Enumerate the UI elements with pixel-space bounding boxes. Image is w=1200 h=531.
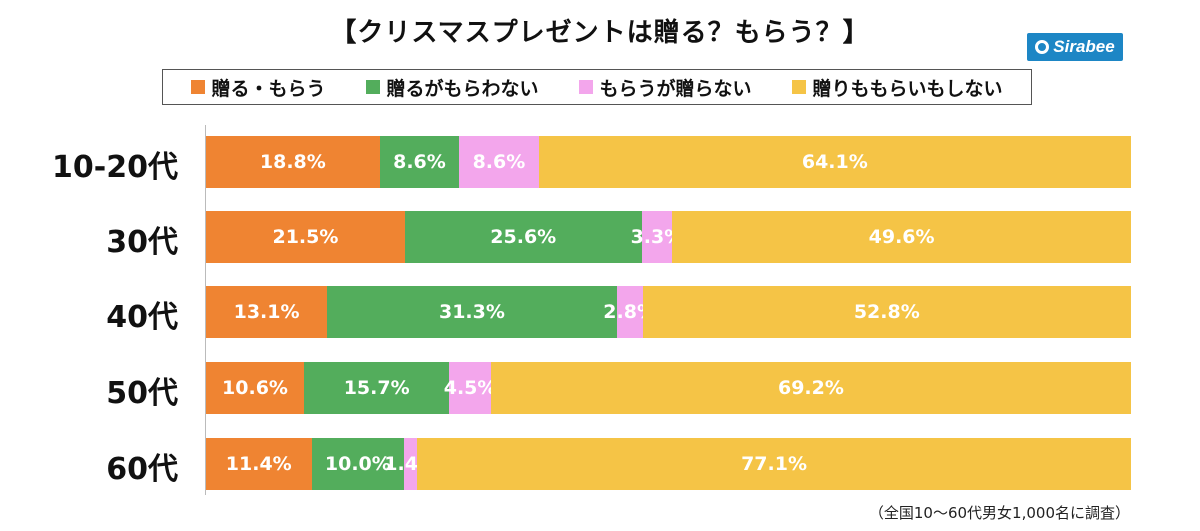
data-label: 52.8% bbox=[853, 301, 920, 323]
legend-swatch bbox=[579, 80, 594, 94]
legend-label: 贈るがもらわない bbox=[386, 77, 539, 100]
data-label: 69.2% bbox=[777, 377, 844, 399]
data-label: 10.0% bbox=[324, 453, 391, 475]
footnote: （全国10〜60代男女1,000名に調査） bbox=[868, 504, 1130, 522]
legend-swatch bbox=[191, 80, 206, 94]
legend-swatch bbox=[366, 80, 381, 94]
bar-segment bbox=[641, 211, 673, 263]
data-label: 25.6% bbox=[490, 226, 557, 248]
bar-segment bbox=[404, 438, 418, 490]
data-label: 49.6% bbox=[868, 226, 935, 248]
data-label: 13.1% bbox=[233, 301, 300, 323]
bar-segment bbox=[206, 362, 305, 414]
data-label: 64.1% bbox=[801, 151, 868, 173]
sirabee-logo: Sirabee bbox=[1027, 33, 1123, 61]
category-axis-line bbox=[205, 125, 206, 495]
legend: 贈る・もらう 贈るがもらわない もらうが贈らない 贈りももらいもしない bbox=[162, 69, 1032, 105]
data-label: 8.6% bbox=[472, 151, 526, 173]
legend-label: もらうが贈らない bbox=[599, 77, 752, 100]
data-label: 4.5% bbox=[443, 377, 497, 399]
bar-segment bbox=[449, 362, 491, 414]
bar-segment bbox=[642, 286, 1131, 338]
bar-segment bbox=[311, 438, 405, 490]
category-label: 10-20代 bbox=[52, 150, 178, 185]
bar-segment bbox=[417, 438, 1131, 490]
legend-item: 贈りももらいもしない bbox=[792, 74, 1003, 101]
bar-segment bbox=[379, 136, 460, 188]
bar-segment bbox=[459, 136, 539, 188]
bar-segment bbox=[616, 286, 643, 338]
bar-segment bbox=[490, 362, 1131, 414]
data-label: 18.8% bbox=[259, 151, 326, 173]
legend-label: 贈る・もらう bbox=[211, 77, 326, 100]
data-label: 31.3% bbox=[438, 301, 505, 323]
bar-segment bbox=[538, 136, 1131, 188]
chart-title: 【クリスマスプレゼントは贈る？もらう？】 bbox=[330, 18, 870, 48]
bar-segment bbox=[672, 211, 1131, 263]
data-label: 3.3% bbox=[630, 226, 684, 248]
legend-label: 贈りももらいもしない bbox=[812, 77, 1003, 100]
bar-segment bbox=[206, 286, 328, 338]
bar-segment bbox=[404, 211, 642, 263]
data-label: 8.6% bbox=[393, 151, 446, 173]
sirabee-logo-text: Sirabee bbox=[1053, 37, 1115, 56]
data-label: 11.4% bbox=[225, 453, 292, 475]
legend-item: もらうが贈らない bbox=[579, 74, 752, 101]
category-label: 50代 bbox=[106, 376, 178, 411]
category-label: 60代 bbox=[106, 452, 178, 487]
bar-segment bbox=[206, 136, 380, 188]
category-label: 30代 bbox=[106, 225, 178, 260]
data-label: 15.7% bbox=[343, 377, 410, 399]
data-label: 21.5% bbox=[272, 226, 339, 248]
category-label: 40代 bbox=[106, 300, 178, 335]
bar-segment bbox=[206, 211, 405, 263]
legend-item: 贈る・もらう bbox=[191, 74, 326, 101]
bar-segment bbox=[304, 362, 450, 414]
data-label: 77.1% bbox=[741, 453, 808, 475]
data-label: 10.6% bbox=[222, 377, 288, 399]
legend-swatch bbox=[792, 80, 807, 94]
sirabee-logo-icon bbox=[1035, 40, 1050, 54]
bar-segment bbox=[206, 438, 312, 490]
bar-segment bbox=[327, 286, 617, 338]
legend-item: 贈るがもらわない bbox=[366, 74, 539, 101]
